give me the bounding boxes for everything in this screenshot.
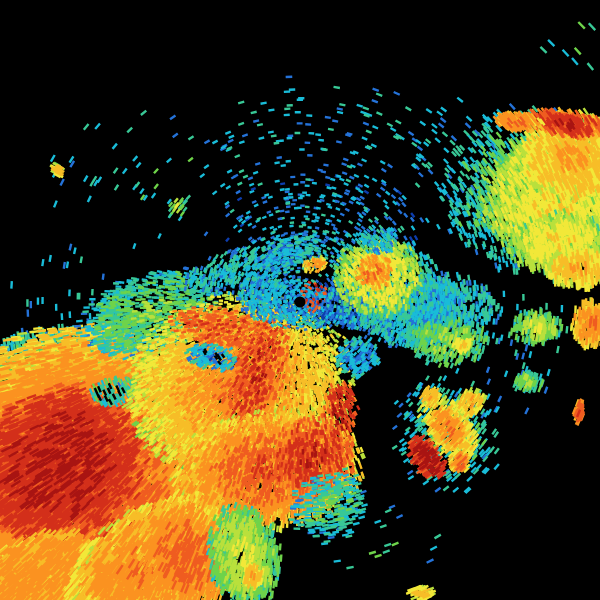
radar-display bbox=[0, 0, 600, 600]
radar-reflectivity-canvas bbox=[0, 0, 600, 600]
